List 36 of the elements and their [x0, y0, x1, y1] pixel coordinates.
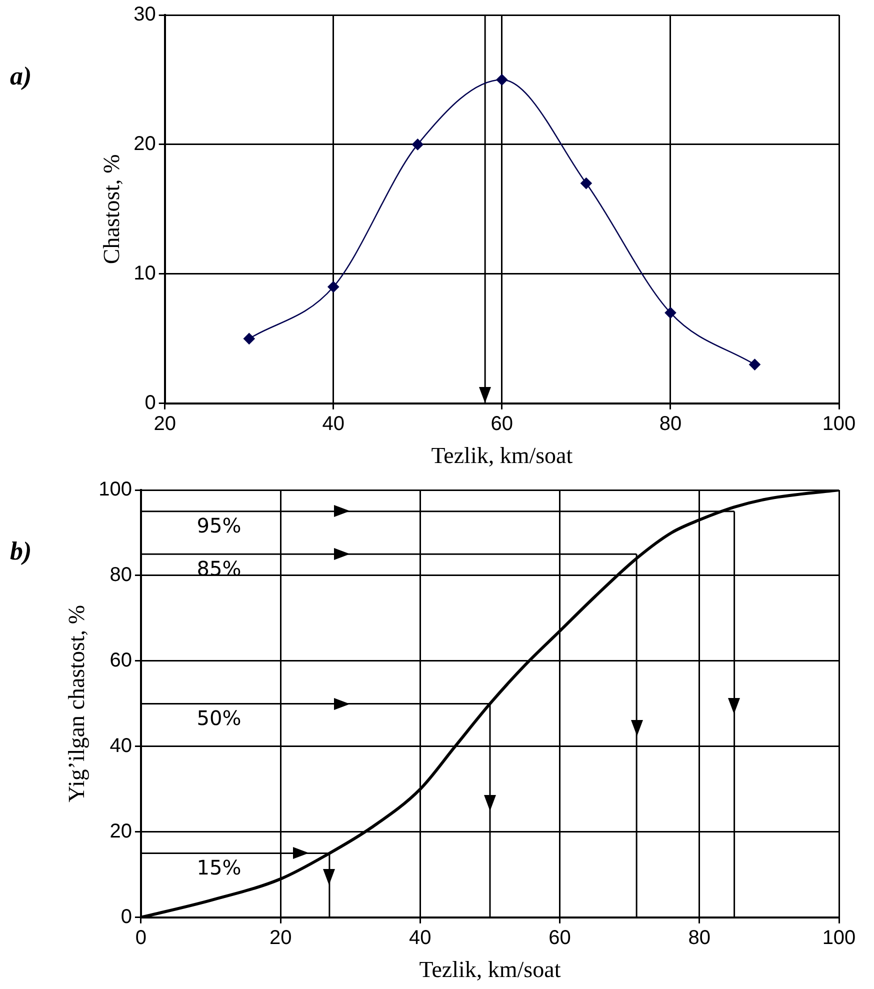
point: [749, 358, 760, 370]
y-axis-title: Chastost, %: [98, 154, 124, 264]
x-tick-label: 100: [822, 412, 856, 435]
x-axis-title: Tezlik, km/soat: [419, 957, 562, 982]
y-tick-label: 10: [134, 262, 156, 284]
x-tick-label: 60: [548, 926, 571, 949]
text: a): [10, 62, 32, 91]
y-tick-label: 60: [110, 649, 132, 672]
point: [664, 307, 676, 318]
x-tick-label: 20: [269, 926, 292, 949]
point: [243, 333, 255, 344]
point: [328, 281, 340, 293]
y-tick-label: 0: [120, 906, 132, 928]
x-tick-label: 100: [822, 926, 856, 949]
y-tick-label: 100: [98, 478, 132, 501]
x-tick-label: 80: [659, 412, 682, 435]
x-tick-label: 40: [409, 926, 432, 949]
x-tick-label: 20: [154, 412, 176, 435]
text: b): [10, 536, 32, 566]
x-tick-label: 40: [322, 412, 345, 435]
x-tick-label: 60: [490, 412, 514, 435]
ref-line-label: 15%: [196, 855, 242, 880]
ref-line-label: 95%: [196, 514, 242, 538]
y-axis-title: Yig’ilgan chastost, %: [64, 605, 89, 802]
y-tick-label: 20: [110, 820, 132, 842]
x-tick-label: 80: [688, 926, 711, 949]
x-axis-title: Tezlik, km/soat: [431, 443, 574, 468]
y-tick-label: 0: [144, 392, 156, 414]
point: [580, 178, 592, 189]
y-tick-label: 80: [110, 564, 132, 586]
y-tick-label: 20: [134, 132, 156, 155]
point: [412, 138, 424, 150]
y-tick-label: 30: [134, 4, 156, 26]
ref-line-label: 50%: [196, 706, 242, 730]
y-tick-label: 40: [110, 734, 132, 757]
point: [496, 74, 508, 86]
